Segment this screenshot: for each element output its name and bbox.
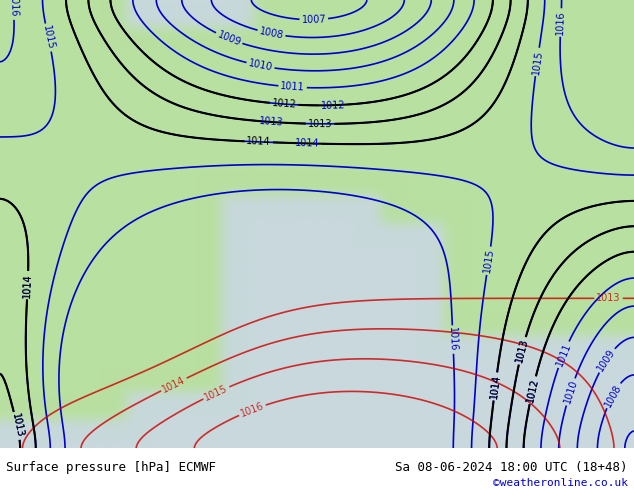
Text: 1014: 1014 xyxy=(160,374,187,394)
Text: 1013: 1013 xyxy=(514,338,530,364)
Text: 1014: 1014 xyxy=(295,138,320,148)
Text: 1013: 1013 xyxy=(259,116,284,128)
Text: 1014: 1014 xyxy=(246,136,271,147)
Text: Sa 08-06-2024 18:00 UTC (18+48): Sa 08-06-2024 18:00 UTC (18+48) xyxy=(395,461,628,474)
Text: 1010: 1010 xyxy=(562,379,579,405)
Text: 1012: 1012 xyxy=(320,100,346,111)
Text: 1011: 1011 xyxy=(554,342,573,368)
Text: 1015: 1015 xyxy=(531,49,544,75)
Text: 1012: 1012 xyxy=(525,377,540,403)
Text: 1016: 1016 xyxy=(555,10,566,35)
Text: 1013: 1013 xyxy=(514,338,530,364)
Text: 1013: 1013 xyxy=(308,119,332,129)
Text: Surface pressure [hPa] ECMWF: Surface pressure [hPa] ECMWF xyxy=(6,461,216,474)
Text: 1013: 1013 xyxy=(597,294,621,303)
Text: 1007: 1007 xyxy=(301,14,327,25)
Text: 1014: 1014 xyxy=(22,273,33,297)
Text: 1009: 1009 xyxy=(216,29,242,48)
Text: 1015: 1015 xyxy=(482,248,495,273)
Text: 1012: 1012 xyxy=(271,98,297,110)
Text: 1016: 1016 xyxy=(239,401,266,419)
Text: 1015: 1015 xyxy=(41,24,56,50)
Text: 1014: 1014 xyxy=(489,374,501,399)
Text: 1014: 1014 xyxy=(22,273,33,297)
Text: 1008: 1008 xyxy=(602,382,623,409)
Text: 1008: 1008 xyxy=(259,26,285,41)
Text: 1013: 1013 xyxy=(10,413,25,439)
Text: 1012: 1012 xyxy=(525,377,540,403)
Text: 1010: 1010 xyxy=(247,58,273,73)
Text: 1016: 1016 xyxy=(8,0,19,18)
Text: 1011: 1011 xyxy=(280,81,305,93)
Text: 1009: 1009 xyxy=(595,347,618,373)
Text: 1016: 1016 xyxy=(448,327,458,352)
Text: 1013: 1013 xyxy=(10,413,25,439)
Text: 1014: 1014 xyxy=(489,374,501,399)
Text: ©weatheronline.co.uk: ©weatheronline.co.uk xyxy=(493,478,628,488)
Text: 1015: 1015 xyxy=(203,383,230,402)
